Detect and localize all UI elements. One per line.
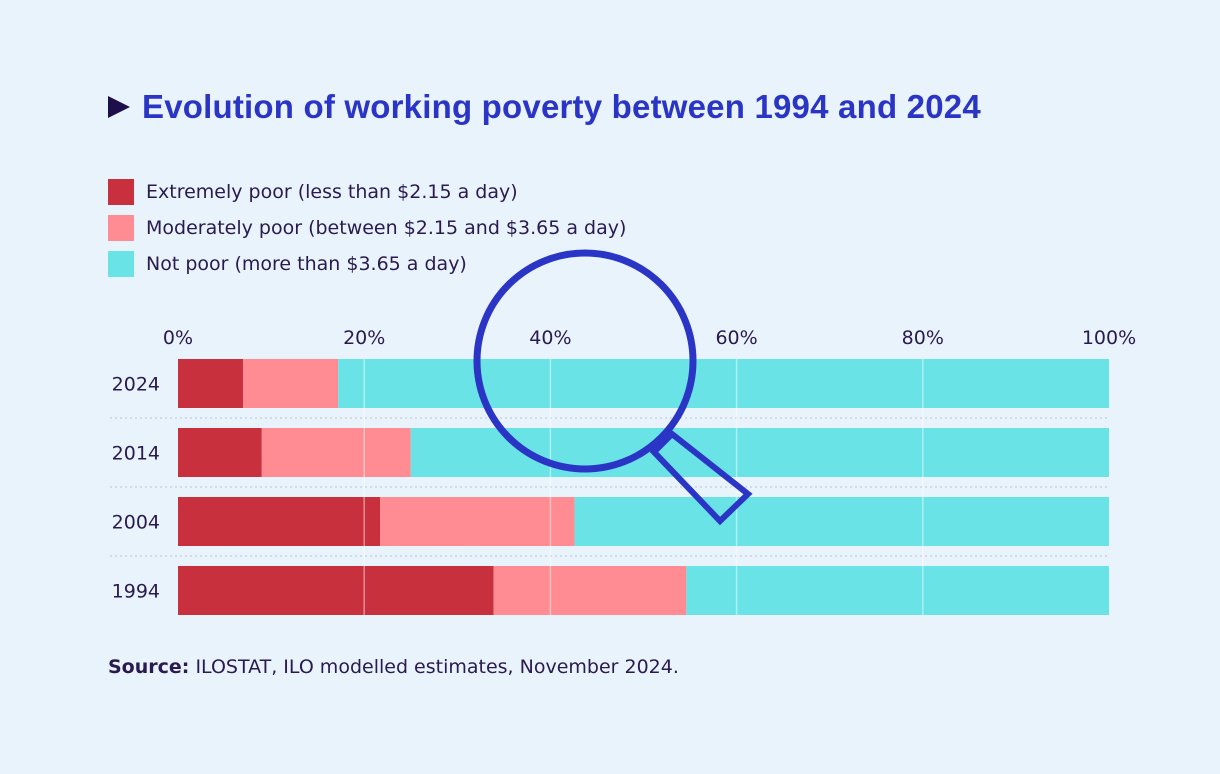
bar-segment-moderate <box>380 497 575 546</box>
source-label: Source: <box>108 656 190 678</box>
bar-segment-notpoor <box>410 428 1109 477</box>
x-tick-label: 100% <box>1082 327 1136 349</box>
bar-segment-extreme <box>178 359 244 408</box>
legend: Extremely poor (less than $2.15 a day) M… <box>108 174 626 282</box>
legend-swatch-extreme <box>108 179 134 205</box>
chart-title-text: Evolution of working poverty between 199… <box>142 88 981 125</box>
legend-label-extreme: Extremely poor (less than $2.15 a day) <box>146 181 518 203</box>
legend-swatch-moderate <box>108 215 134 241</box>
legend-label-notpoor: Not poor (more than $3.65 a day) <box>146 253 467 275</box>
x-tick-label: 0% <box>163 327 193 349</box>
bar-segment-moderate <box>493 566 687 615</box>
legend-item-notpoor: Not poor (more than $3.65 a day) <box>108 246 626 282</box>
y-category-label: 2004 <box>112 512 160 534</box>
y-category-label: 2014 <box>112 443 160 465</box>
magnifying-glass-icon <box>473 249 753 526</box>
x-tick-label: 20% <box>343 327 385 349</box>
source-note: Source: ILOSTAT, ILO modelled estimates,… <box>108 656 679 678</box>
legend-item-moderate: Moderately poor (between $2.15 and $3.65… <box>108 210 626 246</box>
bar-segment-extreme <box>178 428 262 477</box>
x-tick-label: 40% <box>529 327 571 349</box>
x-tick-label: 80% <box>902 327 944 349</box>
bar-segment-notpoor <box>338 359 1110 408</box>
chart-title: Evolution of working poverty between 199… <box>108 88 981 126</box>
legend-label-moderate: Moderately poor (between $2.15 and $3.65… <box>146 217 627 239</box>
y-category-label: 2024 <box>112 374 160 396</box>
source-text: ILOSTAT, ILO modelled estimates, Novembe… <box>195 656 679 678</box>
magnifier-handle <box>649 429 753 526</box>
triangle-arrow-icon <box>108 96 130 118</box>
legend-item-extreme: Extremely poor (less than $2.15 a day) <box>108 174 626 210</box>
magnifier-lens <box>473 249 697 473</box>
legend-swatch-notpoor <box>108 251 134 277</box>
bar-segment-notpoor <box>686 566 1109 615</box>
bar-segment-moderate <box>261 428 411 477</box>
y-category-label: 1994 <box>112 581 160 603</box>
bar-segment-extreme <box>178 566 494 615</box>
x-tick-label: 60% <box>715 327 757 349</box>
bar-segment-moderate <box>243 359 339 408</box>
bar-segment-extreme <box>178 497 381 546</box>
bar-segment-notpoor <box>574 497 1109 546</box>
